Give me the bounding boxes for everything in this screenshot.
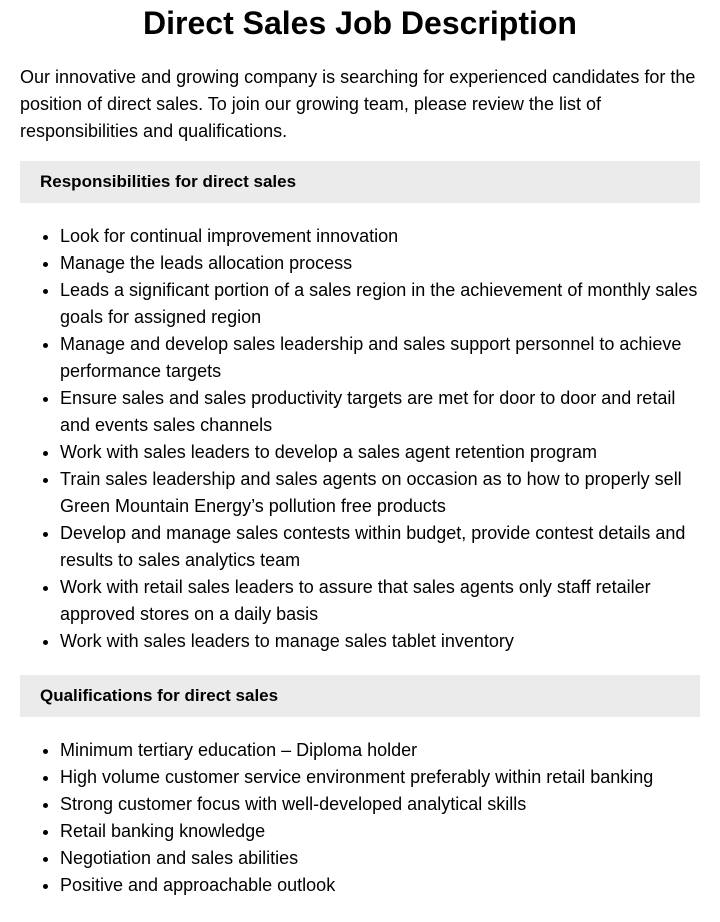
responsibilities-list: Look for continual improvement innovatio… <box>20 223 700 655</box>
qualifications-list: Minimum tertiary education – Diploma hol… <box>20 737 700 899</box>
intro-text: Our innovative and growing company is se… <box>20 67 696 141</box>
list-item: Retail banking knowledge <box>60 818 700 845</box>
list-item: Ensure sales and sales productivity targ… <box>60 385 700 439</box>
list-item: Manage and develop sales leadership and … <box>60 331 700 385</box>
qualifications-heading: Qualifications for direct sales <box>20 675 700 717</box>
list-item: Manage the leads allocation process <box>60 250 700 277</box>
list-item: Work with sales leaders to develop a sal… <box>60 439 700 466</box>
list-item: Strong customer focus with well-develope… <box>60 791 700 818</box>
list-item: High volume customer service environment… <box>60 764 700 791</box>
list-item: Positive and approachable outlook <box>60 872 700 899</box>
list-item: Look for continual improvement innovatio… <box>60 223 700 250</box>
list-item: Develop and manage sales contests within… <box>60 520 700 574</box>
list-item: Work with sales leaders to manage sales … <box>60 628 700 655</box>
list-item: Leads a significant portion of a sales r… <box>60 277 700 331</box>
list-item: Work with retail sales leaders to assure… <box>60 574 700 628</box>
list-item: Minimum tertiary education – Diploma hol… <box>60 737 700 764</box>
list-item: Train sales leadership and sales agents … <box>60 466 700 520</box>
page-title: Direct Sales Job Description <box>143 5 577 41</box>
list-item: Negotiation and sales abilities <box>60 845 700 872</box>
responsibilities-heading: Responsibilities for direct sales <box>20 161 700 203</box>
